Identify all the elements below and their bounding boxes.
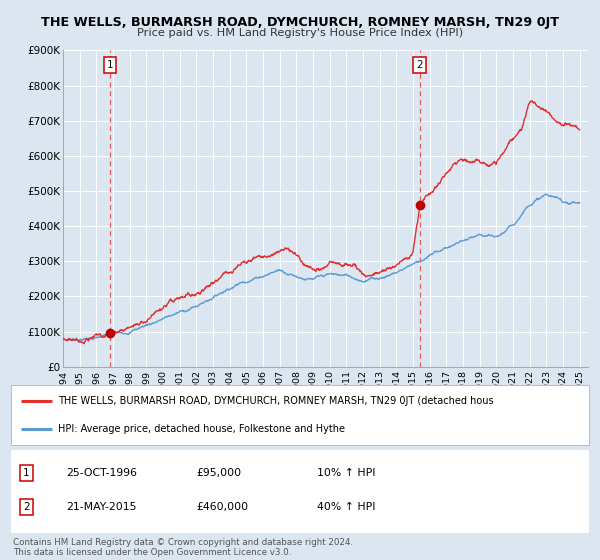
Text: THE WELLS, BURMARSH ROAD, DYMCHURCH, ROMNEY MARSH, TN29 0JT: THE WELLS, BURMARSH ROAD, DYMCHURCH, ROM…: [41, 16, 559, 29]
Text: 2: 2: [416, 59, 423, 69]
Text: 25-OCT-1996: 25-OCT-1996: [66, 468, 137, 478]
Text: HPI: Average price, detached house, Folkestone and Hythe: HPI: Average price, detached house, Folk…: [58, 424, 345, 434]
Text: 21-MAY-2015: 21-MAY-2015: [66, 502, 136, 512]
Text: 10% ↑ HPI: 10% ↑ HPI: [317, 468, 376, 478]
Text: THE WELLS, BURMARSH ROAD, DYMCHURCH, ROMNEY MARSH, TN29 0JT (detached hous: THE WELLS, BURMARSH ROAD, DYMCHURCH, ROM…: [58, 396, 494, 406]
Text: 1: 1: [107, 59, 113, 69]
Text: £95,000: £95,000: [196, 468, 241, 478]
Text: £460,000: £460,000: [196, 502, 248, 512]
Text: 1: 1: [23, 468, 30, 478]
Text: 40% ↑ HPI: 40% ↑ HPI: [317, 502, 376, 512]
Text: Contains HM Land Registry data © Crown copyright and database right 2024.: Contains HM Land Registry data © Crown c…: [13, 538, 353, 547]
Text: This data is licensed under the Open Government Licence v3.0.: This data is licensed under the Open Gov…: [13, 548, 292, 557]
Text: 2: 2: [23, 502, 30, 512]
Text: Price paid vs. HM Land Registry's House Price Index (HPI): Price paid vs. HM Land Registry's House …: [137, 28, 463, 38]
